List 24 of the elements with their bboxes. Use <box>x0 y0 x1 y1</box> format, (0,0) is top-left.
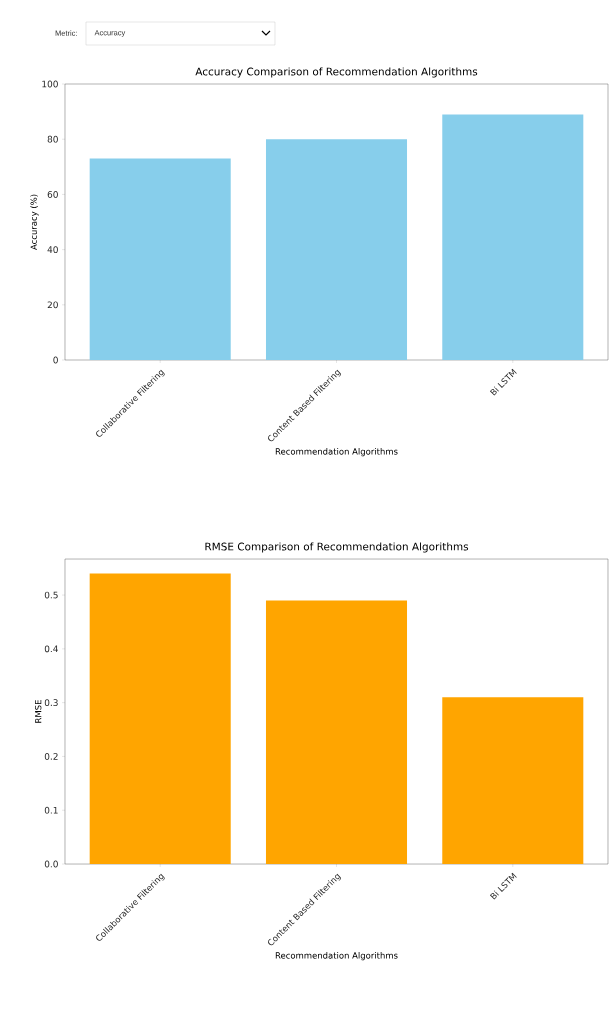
y-tick-label: 20 <box>47 301 58 309</box>
y-tick-label: 60 <box>47 191 58 198</box>
bar <box>89 158 231 361</box>
chart-title: RMSE Comparison of Recommendation Algorithms <box>205 542 469 553</box>
y-tick-label: 0.3 <box>44 699 58 707</box>
bar <box>265 139 408 361</box>
x-axis-title: Recommendation Algorithms <box>275 448 398 457</box>
bar <box>442 114 584 361</box>
y-tick-label: 0.4 <box>44 645 58 653</box>
y-axis-title: Accuracy (%) <box>30 194 39 250</box>
y-tick-label: 100 <box>42 80 58 88</box>
y-tick-label: 80 <box>47 135 58 143</box>
y-tick-label: 0.0 <box>44 860 58 868</box>
y-tick-label: 40 <box>47 246 58 253</box>
bar <box>89 573 231 865</box>
x-axis-title: Recommendation Algorithms <box>275 952 398 961</box>
y-tick-label: 0.2 <box>44 753 58 760</box>
chart-title: Accuracy Comparison of Recommendation Algorithms <box>195 67 478 78</box>
y-tick-label: 0.5 <box>44 591 58 599</box>
y-tick-label: 0 <box>53 356 58 364</box>
y-axis-title: RMSE <box>34 700 42 723</box>
bar <box>442 697 584 865</box>
bar <box>265 600 408 865</box>
y-tick-label: 0.1 <box>44 806 58 814</box>
